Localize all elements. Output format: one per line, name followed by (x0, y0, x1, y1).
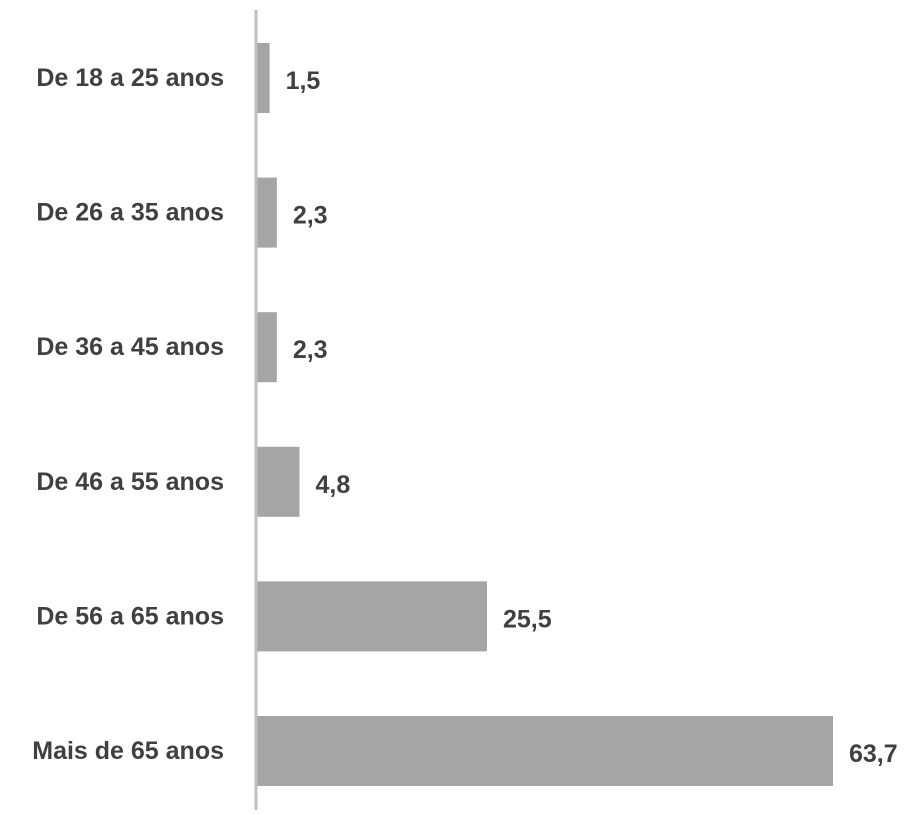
bar (256, 581, 487, 652)
data-label: 2,3 (293, 202, 328, 230)
category-labels-group: De 18 a 25 anos De 26 a 35 anos De 36 a 45… (32, 64, 224, 765)
category-tick-label: Mais de 65 anos (32, 737, 224, 765)
category-tick-label: De 46 a 55 anos (36, 468, 224, 496)
category-tick-label: De 26 a 35 anos (36, 199, 224, 227)
category-tick-label: De 18 a 25 anos (36, 64, 224, 92)
value-labels-group: 1,5 2,3 2,3 4,8 25,5 63,7 (286, 67, 898, 768)
bar (256, 177, 277, 248)
category-tick-label: De 56 a 65 anos (36, 602, 224, 630)
category-tick-label: De 36 a 45 anos (36, 333, 224, 361)
bar (256, 43, 270, 113)
data-label: 2,3 (293, 336, 328, 364)
bar (256, 446, 300, 517)
data-label: 63,7 (849, 740, 898, 768)
bars-group (256, 43, 833, 786)
data-label: 25,5 (503, 605, 552, 633)
bar (256, 716, 833, 786)
bar (256, 312, 277, 383)
data-label: 4,8 (315, 471, 350, 499)
data-label: 1,5 (286, 67, 321, 95)
